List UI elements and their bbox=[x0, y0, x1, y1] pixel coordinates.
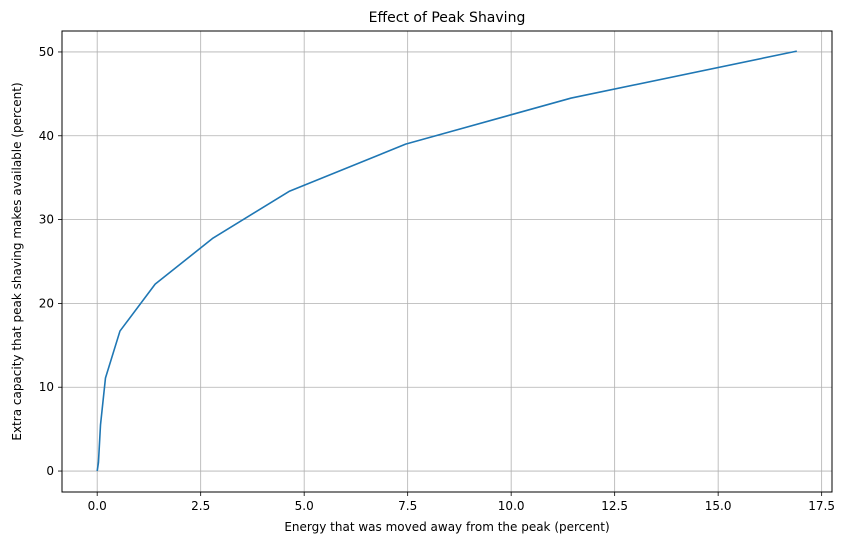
x-tick-label: 12.5 bbox=[601, 499, 628, 513]
series-line bbox=[96, 50, 797, 472]
x-tick-label: 7.5 bbox=[398, 499, 417, 513]
x-tick-label: 2.5 bbox=[191, 499, 210, 513]
x-tick-label: 10.0 bbox=[498, 499, 525, 513]
y-tick-label: 0 bbox=[46, 464, 54, 478]
x-axis-label: Energy that was moved away from the peak… bbox=[284, 520, 609, 534]
x-tick-label: 5.0 bbox=[295, 499, 314, 513]
y-tick-label: 40 bbox=[39, 129, 54, 143]
grid bbox=[62, 31, 832, 492]
plot-line-group bbox=[96, 50, 797, 472]
x-tick-label: 15.0 bbox=[705, 499, 732, 513]
y-axis-label: Extra capacity that peak shaving makes a… bbox=[10, 82, 24, 440]
y-tick-label: 10 bbox=[39, 380, 54, 394]
y-tick-label: 20 bbox=[39, 296, 54, 310]
ticks: 0.0 2.5 5.0 7.5 10.0 12.5 15.0 17.5 0 10 20 30 40 50 bbox=[39, 45, 835, 513]
x-tick-label: 17.5 bbox=[808, 499, 835, 513]
y-tick-label: 50 bbox=[39, 45, 54, 59]
chart-title: Effect of Peak Shaving bbox=[369, 10, 526, 26]
x-tick-label: 0.0 bbox=[88, 499, 107, 513]
plot-frame bbox=[61, 30, 833, 493]
y-tick-label: 30 bbox=[39, 213, 54, 227]
